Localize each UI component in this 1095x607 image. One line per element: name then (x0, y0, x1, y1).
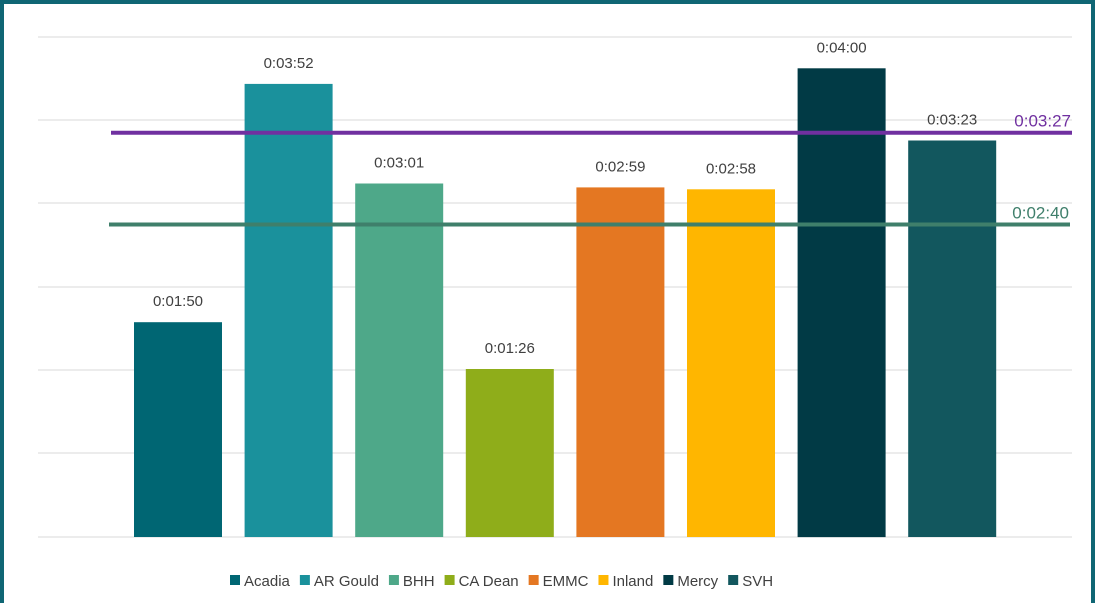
legend-swatch (230, 575, 240, 585)
bar-mercy (797, 68, 886, 538)
legend-swatch (388, 575, 399, 585)
legend-label: EMMC (543, 573, 589, 590)
data-label: 0:01:26 (485, 340, 535, 357)
data-label: 0:01:50 (153, 293, 203, 310)
legend-label: BHH (403, 573, 435, 590)
bar-svh (908, 140, 997, 537)
legend-swatch (528, 575, 539, 585)
data-label: 0:02:59 (595, 158, 645, 175)
bars (134, 68, 997, 538)
legend-swatch (598, 575, 609, 585)
bar-bhh (355, 183, 444, 537)
legend-label: AR Gould (314, 573, 379, 590)
legend-label: Inland (612, 573, 653, 590)
legend-swatch (299, 575, 310, 585)
data-label: 0:04:00 (817, 39, 867, 56)
bar-emmc (576, 187, 665, 537)
reference-lines: 0:03:27 0:02:40 (109, 112, 1072, 227)
legend-swatch (444, 575, 455, 585)
reference-line-label: 0:03:27 (1014, 112, 1071, 131)
legend: Acadia AR Gould BHH CA Dean EMMC Inland Mercy S… (230, 573, 773, 590)
legend-label: Acadia (244, 573, 291, 590)
bar-acadia (134, 322, 222, 537)
bar-inland (687, 189, 775, 538)
data-labels: 0:01:50 0:03:52 0:03:01 0:01:26 0:02:59 0:02:… (153, 39, 977, 357)
legend-swatch (728, 575, 739, 585)
bar-ar-gould (244, 83, 333, 538)
data-label: 0:02:58 (706, 160, 756, 177)
legend-label: Mercy (677, 573, 718, 590)
data-label: 0:03:52 (264, 55, 314, 72)
data-label: 0:03:01 (374, 155, 424, 172)
legend-swatch (663, 575, 674, 585)
bar-ca-dean (465, 369, 554, 537)
reference-line-label: 0:02:40 (1012, 204, 1069, 223)
bar-chart: 0:01:50 0:03:52 0:03:01 0:01:26 0:02:59 0:02:… (38, 36, 1072, 590)
legend-label: SVH (742, 573, 773, 590)
data-label: 0:03:23 (927, 112, 977, 129)
legend-label: CA Dean (459, 573, 519, 590)
